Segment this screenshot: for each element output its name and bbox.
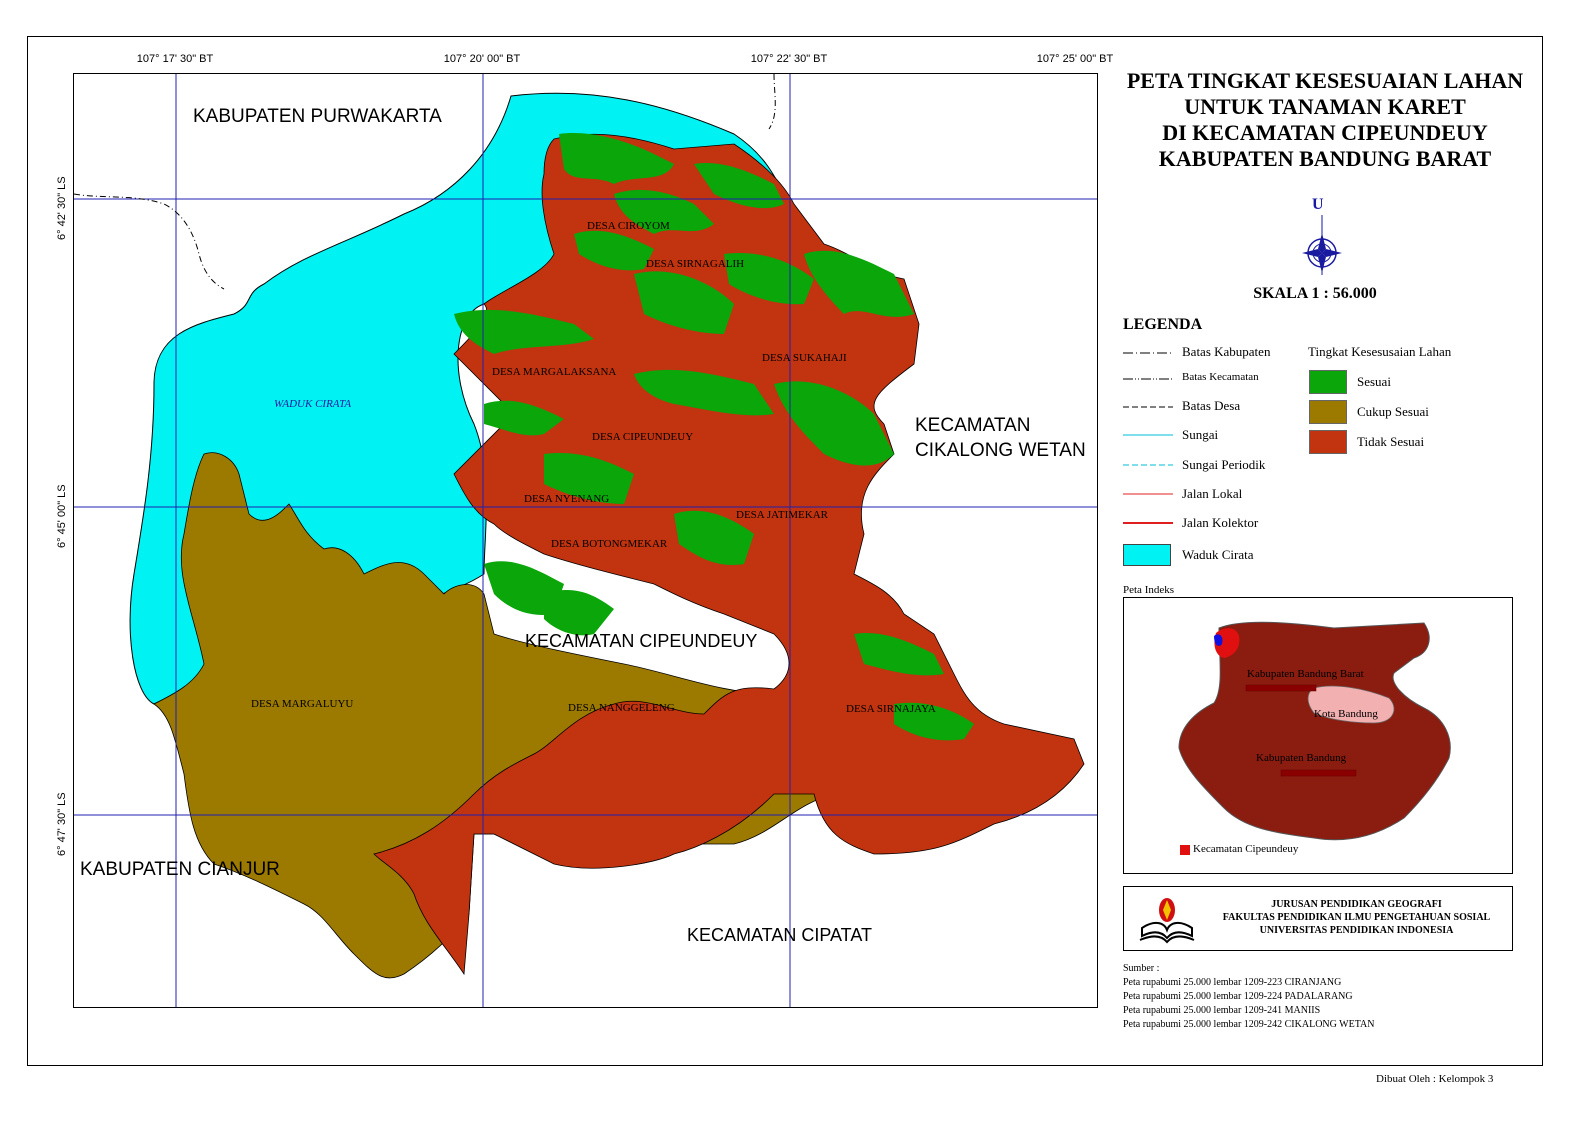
credit-text: Dibuat Oleh : Kelompok 3 [1376,1073,1494,1085]
cukup-sesuai-area [153,452,911,979]
index-label-kbb: Kabupaten Bandung Barat [1247,668,1364,680]
label-desa-sirnagalih: DESA SIRNAGALIH [646,258,745,270]
legend-jalan-lokal: Jalan Lokal [1182,486,1243,501]
legend-subtitle: Tingkat Kesesusaian Lahan [1308,344,1452,359]
sesuai-patches [454,133,974,741]
map-scale: SKALA 1 : 56.000 [1253,285,1377,302]
source-item-1: Peta rupabumi 25.000 lembar 1209-223 CIR… [1123,977,1342,988]
source-item-2: Peta rupabumi 25.000 lembar 1209-224 PAD… [1123,991,1353,1002]
index-map: Kabupaten Bandung Barat Kota Bandung Kab… [1123,597,1513,874]
label-waduk-cirata: WADUK CIRATA [274,398,352,410]
label-desa-botongmekar: DESA BOTONGMEKAR [551,538,668,550]
label-cianjur: KABUPATEN CIANJUR [80,859,280,880]
map-title: PETA TINGKAT KESESUAIAN LAHAN UNTUK TANA… [1110,68,1540,172]
source-item-3: Peta rupabumi 25.000 lembar 1209-241 MAN… [1123,1005,1321,1016]
legend-jalan-kolektor: Jalan Kolektor [1182,515,1259,530]
legend-swatch-tidak-sesuai [1309,430,1347,454]
label-desa-sirnajaya: DESA SIRNAJAYA [846,703,936,715]
institution-box: JURUSAN PENDIDIKAN GEOGRAFI FAKULTAS PEN… [1123,886,1513,951]
index-map-graphic [1178,621,1451,855]
main-map [73,73,1098,1008]
index-map-label: Peta Indeks [1123,584,1175,596]
coord-left-3: 6° 47' 30" LS [56,792,68,856]
graticule [74,74,1097,1007]
legend-batas-kabupaten: Batas Kabupaten [1182,344,1271,359]
map-frame [27,36,1543,1066]
legend-batas-desa: Batas Desa [1182,398,1241,413]
institution-line-3: UNIVERSITAS PENDIDIKAN INDONESIA [1259,925,1454,936]
map-graphic [74,74,1097,1007]
title-line-2: UNTUK TANAMAN KARET [1184,94,1466,119]
label-cikalong-2: CIKALONG WETAN [915,440,1086,461]
legend-line-symbols [1123,352,1173,524]
index-label-kecamatan: Kecamatan Cipeundeuy [1193,843,1299,855]
legend-title: LEGENDA [1123,316,1203,333]
legend-class-tidak-sesuai: Tidak Sesuai [1357,434,1425,449]
legend-class-sesuai: Sesuai [1357,374,1391,389]
label-cipatat: KECAMATAN CIPATAT [687,925,873,945]
coord-left-2: 6° 45' 00" LS [56,484,68,548]
label-desa-nyenang: DESA NYENANG [524,493,610,505]
label-cipeundeuy: KECAMATAN CIPEUNDEUY [525,631,758,651]
batas-kabupaten-line-east [768,74,776,130]
north-arrow-icon [1302,215,1342,275]
title-line-4: KABUPATEN BANDUNG BARAT [1158,146,1492,171]
label-desa-ciroyom: DESA CIROYOM [587,220,670,232]
coord-top-4: 107° 25' 00" BT [1036,53,1114,65]
north-letter: U [1312,196,1324,213]
label-desa-margaluyu: DESA MARGALUYU [251,698,354,710]
legend-class-cukup-sesuai: Cukup Sesuai [1357,404,1429,419]
label-desa-sukahaji: DESA SUKAHAJI [762,352,847,364]
legend-batas-kecamatan: Batas Kecamatan [1182,371,1259,383]
index-label-kota-bandung: Kota Bandung [1314,708,1378,720]
source-title: Sumber : [1123,963,1160,974]
label-cikalong-1: KECAMATAN [915,415,1031,436]
title-line-1: PETA TINGKAT KESESUAIAN LAHAN [1126,68,1524,93]
legend-sungai-periodik: Sungai Periodik [1182,457,1266,472]
batas-kabupaten-line [74,193,225,290]
legend-swatch-sesuai [1309,370,1347,394]
coord-left-1: 6° 42' 30" LS [56,176,68,240]
index-label-kab-bandung: Kabupaten Bandung [1256,752,1347,764]
legend-waduk-cirata: Waduk Cirata [1182,547,1254,562]
institution-line-2: FAKULTAS PENDIDIKAN ILMU PENGETAHUAN SOS… [1222,912,1491,923]
legend-sungai: Sungai [1182,427,1219,442]
title-line-3: DI KECAMATAN CIPEUNDEUY [1162,120,1488,145]
legend-waduk-swatch [1123,544,1171,566]
label-desa-margalaksana: DESA MARGALAKSANA [492,366,617,378]
label-purwakarta: KABUPATEN PURWAKARTA [193,106,442,127]
source-item-4: Peta rupabumi 25.000 lembar 1209-242 CIK… [1123,1019,1375,1030]
coord-top-1: 107° 17' 30" BT [136,53,214,65]
coord-top-2: 107° 20' 00" BT [443,53,521,65]
university-logo-icon [1139,898,1195,944]
label-desa-nanggeleng: DESA NANGGELENG [568,702,675,714]
coord-top-3: 107° 22' 30" BT [750,53,828,65]
legend-swatch-cukup-sesuai [1309,400,1347,424]
label-desa-cipeundeuy: DESA CIPEUNDEUY [592,431,694,443]
institution-line-1: JURUSAN PENDIDIKAN GEOGRAFI [1271,899,1442,910]
label-desa-jatimekar: DESA JATIMEKAR [736,509,828,521]
